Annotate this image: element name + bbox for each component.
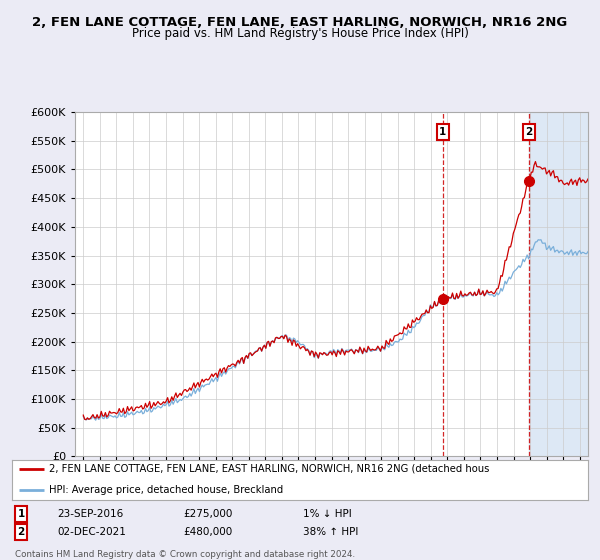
Text: Contains HM Land Registry data © Crown copyright and database right 2024.
This d: Contains HM Land Registry data © Crown c… — [15, 550, 355, 560]
Text: 1: 1 — [17, 509, 25, 519]
Text: £275,000: £275,000 — [183, 509, 232, 519]
Text: 38% ↑ HPI: 38% ↑ HPI — [303, 527, 358, 537]
Text: 1% ↓ HPI: 1% ↓ HPI — [303, 509, 352, 519]
Text: 2: 2 — [525, 127, 532, 137]
Text: 02-DEC-2021: 02-DEC-2021 — [57, 527, 126, 537]
Text: Price paid vs. HM Land Registry's House Price Index (HPI): Price paid vs. HM Land Registry's House … — [131, 27, 469, 40]
Text: 2: 2 — [17, 527, 25, 537]
Text: £480,000: £480,000 — [183, 527, 232, 537]
Text: HPI: Average price, detached house, Breckland: HPI: Average price, detached house, Brec… — [49, 484, 284, 494]
Text: 1: 1 — [439, 127, 446, 137]
Text: 23-SEP-2016: 23-SEP-2016 — [57, 509, 123, 519]
Text: 2, FEN LANE COTTAGE, FEN LANE, EAST HARLING, NORWICH, NR16 2NG: 2, FEN LANE COTTAGE, FEN LANE, EAST HARL… — [32, 16, 568, 29]
Bar — [529, 112, 588, 456]
Text: 2, FEN LANE COTTAGE, FEN LANE, EAST HARLING, NORWICH, NR16 2NG (detached hous: 2, FEN LANE COTTAGE, FEN LANE, EAST HARL… — [49, 464, 490, 474]
